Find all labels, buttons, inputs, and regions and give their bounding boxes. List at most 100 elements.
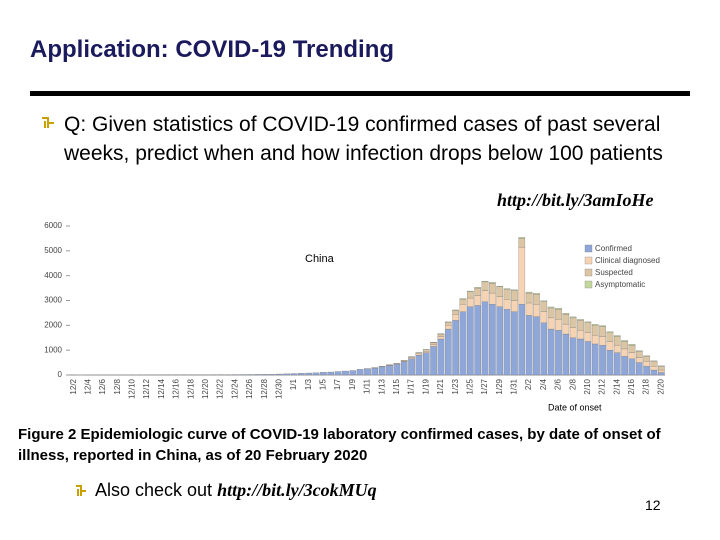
bar-segment <box>635 350 643 352</box>
bar-segment <box>562 313 570 315</box>
bar-segment <box>621 341 628 350</box>
bar-segment <box>606 332 614 342</box>
x-tick-label: 2/4 <box>539 378 548 390</box>
x-tick-label: 12/6 <box>98 378 107 394</box>
bullet-text: Q: Given statistics of COVID-19 confirme… <box>64 113 663 165</box>
bar-segment <box>459 299 467 305</box>
bar-segment <box>386 365 393 376</box>
bar-segment <box>489 292 496 305</box>
bar-segment <box>444 325 452 330</box>
bar-segment <box>298 373 305 376</box>
bar-segment <box>459 304 467 312</box>
bar-segment <box>511 311 518 376</box>
legend-label: Confirmed <box>595 244 632 253</box>
y-tick-label: 2000 <box>44 320 62 329</box>
page-number: 12 <box>645 497 661 513</box>
bar-segment <box>540 301 548 312</box>
bar-segment <box>591 335 599 345</box>
bar-segment <box>555 308 562 310</box>
bar-segment <box>415 353 423 356</box>
bar-segment <box>481 301 489 376</box>
bar-segment <box>305 372 313 376</box>
bar-segment <box>540 300 548 302</box>
bar-segment <box>562 314 570 325</box>
bar-segment <box>591 325 599 336</box>
x-axis-label: Date of onset <box>548 402 602 412</box>
x-tick-label: 1/9 <box>348 378 357 390</box>
bar-segment <box>430 346 437 376</box>
bar-segment <box>643 355 650 357</box>
bar-segment <box>503 309 511 376</box>
bar-segment <box>635 351 643 358</box>
bar-segment <box>577 320 584 331</box>
bar-segment <box>489 282 496 284</box>
x-tick-label: 12/2 <box>69 378 78 394</box>
slide-title: Application: COVID-19 Trending <box>30 36 395 63</box>
x-tick-label: 1/11 <box>363 378 372 394</box>
bar-segment <box>518 304 526 376</box>
bar-segment <box>547 328 555 376</box>
bar-segment <box>547 317 555 330</box>
bar-segment <box>569 337 577 376</box>
bar-segment <box>349 370 357 376</box>
bar-segment <box>503 299 511 310</box>
x-tick-label: 12/16 <box>172 378 181 399</box>
bar-segment <box>533 293 540 295</box>
bar-segment <box>599 325 606 327</box>
x-tick-label: 1/23 <box>451 378 460 394</box>
bar-segment <box>606 341 614 351</box>
x-tick-label: 12/8 <box>113 378 122 394</box>
bar-segment <box>422 352 430 376</box>
bar-segment <box>533 304 540 317</box>
x-tick-label: 1/25 <box>465 378 474 394</box>
bar-segment <box>452 320 459 376</box>
bar-segment <box>481 281 489 291</box>
bar-segment <box>621 348 628 357</box>
x-tick-label: 1/15 <box>392 378 401 394</box>
x-tick-label: 1/1 <box>289 378 298 390</box>
link[interactable]: http://bit.ly/3cokMUq <box>217 480 377 500</box>
x-tick-label: 2/16 <box>627 378 636 394</box>
bar-segment <box>489 304 496 376</box>
bar-segment <box>254 374 261 376</box>
x-tick-label: 1/29 <box>495 378 504 394</box>
bar-segment <box>320 372 327 376</box>
bar-segment <box>613 335 621 337</box>
bar-segment <box>334 371 342 376</box>
x-tick-label: 2/6 <box>554 378 563 390</box>
bar-segment <box>650 361 658 367</box>
bar-segment <box>525 302 533 316</box>
bar-segment <box>474 305 481 376</box>
bar-segment <box>584 341 592 376</box>
bar-segment <box>606 331 614 333</box>
bar-segment <box>584 321 592 323</box>
x-tick-label: 1/17 <box>407 378 416 394</box>
bar-segment <box>628 358 636 376</box>
x-tick-label: 12/10 <box>128 378 137 399</box>
bar-segment <box>474 287 481 296</box>
bar-segment <box>474 287 481 289</box>
bar-segment <box>613 336 621 346</box>
bullet-icon <box>76 485 86 496</box>
link[interactable]: http://bit.ly/3amIoHe <box>497 190 654 210</box>
x-tick-label: 2/12 <box>598 378 607 394</box>
y-tick-label: 4000 <box>44 271 62 280</box>
bar-segment <box>628 345 636 353</box>
x-tick-label: 2/20 <box>656 378 665 394</box>
bar-segment <box>378 366 386 376</box>
bar-segment <box>658 369 665 373</box>
bar-segment <box>408 358 415 376</box>
bar-segment <box>415 354 423 376</box>
bar-segment <box>628 352 636 360</box>
legend-swatch <box>584 256 593 265</box>
bar-segment <box>658 372 665 376</box>
x-tick-label: 2/18 <box>642 378 651 394</box>
legend-label: Asymptomatic <box>595 280 645 289</box>
bar-segment <box>496 285 504 287</box>
bar-segment <box>268 374 276 376</box>
bar-segment <box>342 370 349 376</box>
bar-segment <box>606 350 614 376</box>
bar-segment <box>643 361 650 367</box>
bar-segment <box>283 373 291 376</box>
bar-segment <box>599 345 606 376</box>
